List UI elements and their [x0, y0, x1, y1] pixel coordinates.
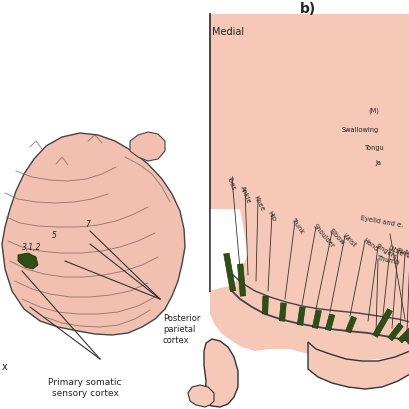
Text: Knee: Knee: [252, 195, 265, 212]
Polygon shape: [372, 309, 391, 337]
Polygon shape: [209, 209, 247, 291]
Text: Hip: Hip: [266, 209, 277, 222]
Text: Middle: Middle: [402, 248, 409, 261]
Text: b): b): [299, 2, 315, 16]
Polygon shape: [387, 324, 402, 341]
Polygon shape: [325, 314, 334, 331]
Polygon shape: [130, 133, 164, 162]
Text: Eyelid and e.: Eyelid and e.: [359, 214, 402, 228]
Polygon shape: [279, 303, 285, 321]
Text: 7: 7: [85, 220, 90, 229]
Text: Hand: Hand: [360, 236, 378, 252]
Polygon shape: [2, 134, 184, 335]
Polygon shape: [307, 342, 409, 389]
Text: Wrist: Wrist: [340, 231, 356, 247]
Text: Little: Little: [387, 245, 404, 257]
Text: Ankle: Ankle: [239, 184, 252, 204]
Text: 5: 5: [52, 230, 57, 239]
Text: x: x: [2, 361, 8, 371]
Polygon shape: [223, 254, 235, 292]
Polygon shape: [188, 385, 213, 407]
Polygon shape: [204, 339, 237, 407]
Polygon shape: [18, 254, 38, 270]
Text: Trunk: Trunk: [290, 216, 305, 235]
Polygon shape: [397, 328, 409, 343]
Polygon shape: [209, 15, 409, 361]
Text: Medial: Medial: [211, 27, 243, 37]
Polygon shape: [405, 331, 409, 344]
Text: Elbow: Elbow: [327, 227, 345, 246]
Text: Tongu: Tongu: [364, 145, 384, 151]
Text: Ring: Ring: [395, 246, 409, 258]
Text: (M): (M): [367, 107, 378, 113]
Text: Ja: Ja: [374, 160, 380, 166]
Polygon shape: [231, 274, 409, 341]
Text: Primary somatic
sensory cortex: Primary somatic sensory cortex: [48, 377, 121, 397]
Text: Shoulder: Shoulder: [311, 222, 334, 249]
Text: Fingers: Fingers: [374, 243, 398, 260]
Polygon shape: [297, 307, 304, 326]
Text: Posterior
parietal
cortex: Posterior parietal cortex: [163, 313, 200, 344]
Text: Toes: Toes: [226, 175, 236, 191]
Text: Swallowing: Swallowing: [341, 127, 378, 133]
Text: 3,1,2: 3,1,2: [22, 243, 41, 252]
Polygon shape: [237, 264, 245, 297]
Text: Thumb: Thumb: [376, 254, 400, 265]
Polygon shape: [345, 316, 356, 333]
Text: Index: Index: [407, 250, 409, 261]
Polygon shape: [312, 310, 321, 329]
Polygon shape: [262, 296, 268, 315]
